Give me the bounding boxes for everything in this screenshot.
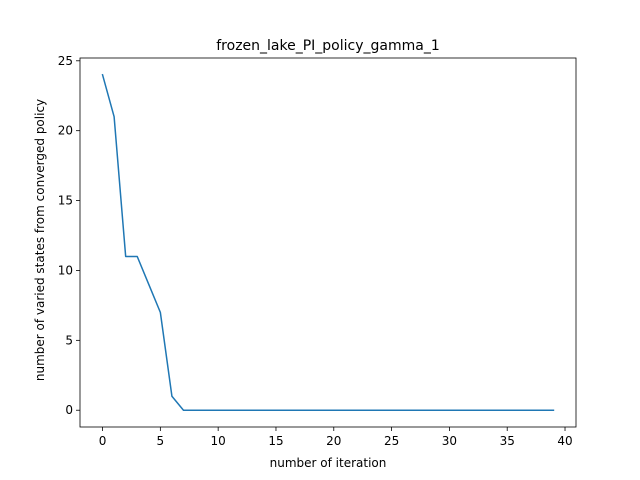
x-tick-label: 10 [211, 434, 226, 448]
y-tick-label: 10 [58, 263, 73, 277]
x-axis: 0 5 10 15 20 25 30 35 40 [99, 427, 573, 448]
chart-title: frozen_lake_PI_policy_gamma_1 [216, 38, 439, 54]
x-tick-label: 35 [500, 434, 515, 448]
x-tick-label: 5 [157, 434, 165, 448]
y-tick-label: 25 [58, 54, 73, 68]
x-tick-label: 15 [268, 434, 283, 448]
x-axis-label: number of iteration [270, 456, 387, 470]
series-line-0 [101, 73, 555, 411]
plot-frame [79, 57, 577, 428]
y-tick-label: 20 [58, 124, 73, 138]
x-tick-label: 0 [99, 434, 107, 448]
x-tick-label: 30 [442, 434, 457, 448]
x-tick-label: 40 [557, 434, 572, 448]
y-tick-label: 5 [65, 333, 73, 347]
plot-area [79, 57, 577, 428]
x-tick-label: 25 [384, 434, 399, 448]
y-tick-label: 15 [58, 194, 73, 208]
y-axis: 0 5 10 15 20 25 [58, 54, 80, 417]
x-tick-label: 20 [326, 434, 341, 448]
y-axis-label: number of varied states from converged p… [33, 99, 47, 381]
y-tick-label: 0 [65, 403, 73, 417]
